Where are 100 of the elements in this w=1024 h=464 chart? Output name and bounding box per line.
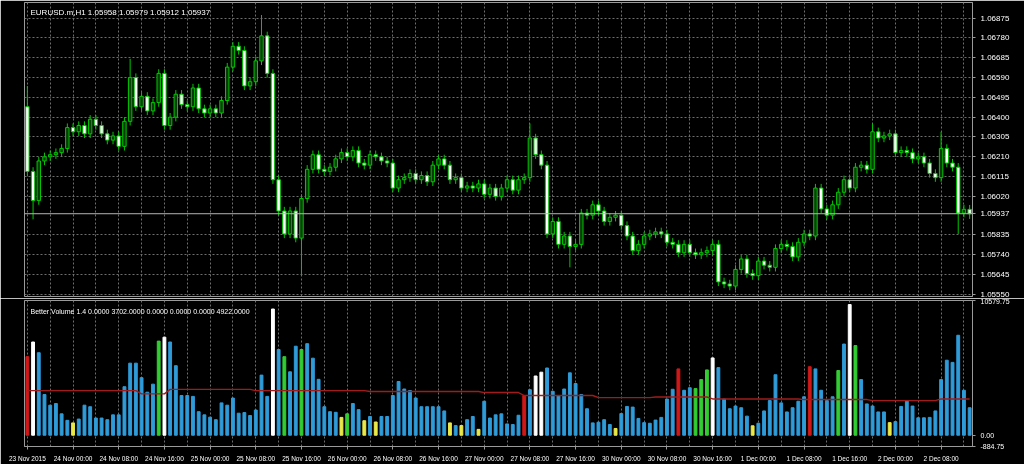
bar [567, 372, 572, 436]
bar [722, 398, 727, 436]
bar [310, 357, 315, 436]
y-tick-label: 1.05645 [980, 270, 1010, 280]
y-tick-label: 1.05835 [980, 230, 1010, 240]
y-tick-label: 1.05550 [980, 289, 1010, 299]
bar [670, 388, 675, 436]
bar [922, 417, 926, 436]
y-tick-label: 1.06780 [980, 33, 1010, 43]
bar [305, 343, 310, 436]
bar [853, 345, 858, 436]
bar [802, 396, 806, 436]
bar [482, 400, 487, 436]
bar [71, 422, 75, 436]
y-tick-label: 1.06305 [980, 132, 1010, 142]
bar [744, 415, 749, 436]
bar [847, 304, 852, 436]
bar [350, 403, 355, 436]
y-tick-label: 1.06875 [980, 13, 1010, 23]
bar [362, 420, 367, 436]
bar [842, 343, 846, 436]
bar [716, 367, 721, 436]
bar [356, 409, 361, 436]
bar [476, 428, 481, 436]
bar [522, 395, 527, 436]
bar [687, 387, 692, 436]
bar [676, 368, 681, 436]
bar [967, 407, 972, 436]
bar [208, 416, 213, 436]
bar [345, 413, 350, 436]
bar [282, 356, 287, 436]
bar [408, 390, 412, 436]
bar [750, 425, 755, 436]
bar [762, 410, 766, 436]
bar [807, 366, 812, 436]
bar [962, 389, 966, 436]
bar [231, 397, 235, 436]
bar [425, 406, 430, 436]
bar [756, 422, 761, 436]
ref-line-label: 1.05937 [980, 209, 1010, 219]
bar [293, 345, 298, 436]
y-tick-label: 1.06685 [980, 53, 1010, 63]
bar [887, 422, 892, 436]
bar [373, 421, 378, 436]
bar [545, 367, 549, 436]
y-tick-label: 1.06115 [980, 172, 1010, 182]
y-tick-label: 1.06495 [980, 92, 1010, 102]
bar [585, 408, 589, 436]
bar [859, 379, 864, 436]
bar [328, 411, 332, 436]
bar [339, 416, 344, 436]
bar [368, 416, 372, 436]
bar [299, 349, 304, 436]
bar [156, 340, 161, 436]
line-series [26, 388, 971, 402]
bar [191, 395, 195, 436]
bar [893, 421, 898, 436]
bar [93, 417, 98, 436]
bar [625, 405, 629, 436]
bar [333, 411, 338, 436]
bar [459, 425, 464, 436]
bar [642, 422, 647, 436]
y-tick-label: 1.06400 [980, 112, 1010, 122]
bar [784, 411, 789, 436]
text: EURUSD.m,H1 1.05958 1.05979 1.05912 1.05937 [30, 7, 211, 17]
bar [836, 370, 841, 436]
bar [830, 396, 835, 436]
bar [682, 389, 687, 436]
y-tick-label: 1.06210 [980, 152, 1010, 162]
bar [31, 341, 35, 436]
bar [505, 423, 509, 436]
bar [453, 425, 458, 436]
bar [470, 416, 475, 436]
bar [168, 341, 173, 436]
y-tick-label: 1.06590 [980, 73, 1010, 83]
bar [882, 411, 886, 436]
bar [248, 414, 253, 436]
bar [824, 400, 829, 436]
bar [939, 379, 944, 436]
bar [488, 417, 492, 436]
bar [288, 371, 292, 436]
bar [613, 427, 618, 436]
y-tick-label: 1.05740 [980, 250, 1010, 260]
bar [276, 349, 281, 436]
bar [25, 356, 30, 436]
bar [111, 414, 115, 436]
bar [270, 308, 275, 436]
bar [899, 405, 904, 436]
bar [710, 357, 715, 436]
y-tick-label: 1.06020 [980, 191, 1010, 201]
bar [619, 413, 624, 436]
bar [53, 403, 58, 436]
bar [465, 419, 470, 436]
bar [607, 424, 612, 436]
bar [665, 398, 669, 436]
bar [151, 383, 155, 436]
bar [448, 422, 452, 436]
bar [705, 369, 709, 436]
bar [527, 389, 532, 436]
bar [162, 336, 167, 436]
